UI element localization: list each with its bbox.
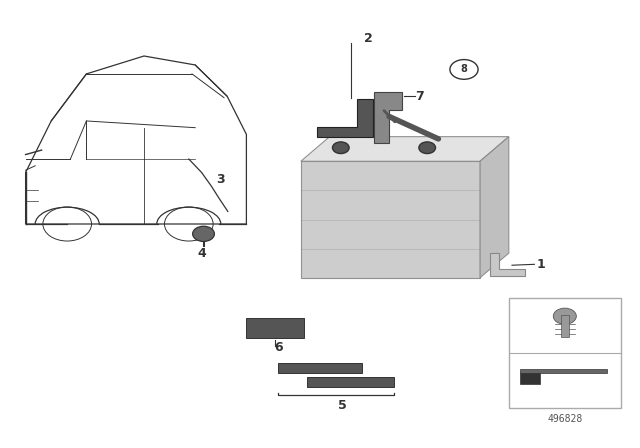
Polygon shape bbox=[246, 318, 304, 338]
Polygon shape bbox=[301, 161, 480, 278]
Polygon shape bbox=[490, 253, 525, 276]
Bar bbox=[561, 315, 569, 337]
Polygon shape bbox=[374, 92, 402, 143]
Circle shape bbox=[333, 142, 349, 154]
Text: 6: 6 bbox=[274, 340, 283, 354]
Text: 4: 4 bbox=[197, 246, 206, 260]
Polygon shape bbox=[278, 363, 362, 373]
Text: 7: 7 bbox=[415, 90, 424, 103]
Text: 5: 5 bbox=[338, 399, 347, 412]
Text: 496828: 496828 bbox=[547, 414, 582, 424]
Bar bbox=[509, 298, 621, 408]
Circle shape bbox=[193, 226, 214, 241]
Polygon shape bbox=[520, 373, 540, 384]
Polygon shape bbox=[307, 377, 394, 387]
Text: 8: 8 bbox=[461, 65, 467, 74]
Text: 1: 1 bbox=[536, 258, 545, 271]
Text: 3: 3 bbox=[216, 172, 225, 186]
Polygon shape bbox=[301, 137, 509, 161]
Polygon shape bbox=[317, 99, 373, 137]
Polygon shape bbox=[480, 137, 509, 278]
Polygon shape bbox=[520, 369, 607, 373]
Text: 2: 2 bbox=[364, 31, 372, 45]
Circle shape bbox=[419, 142, 435, 154]
Circle shape bbox=[554, 308, 577, 324]
